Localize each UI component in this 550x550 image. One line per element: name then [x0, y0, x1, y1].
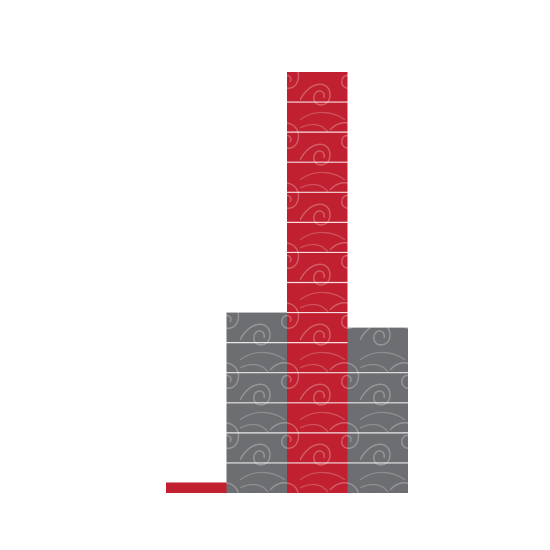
bar-1	[166, 482, 227, 494]
bar-4-texture	[347, 327, 408, 493]
bars-group	[166, 72, 408, 494]
